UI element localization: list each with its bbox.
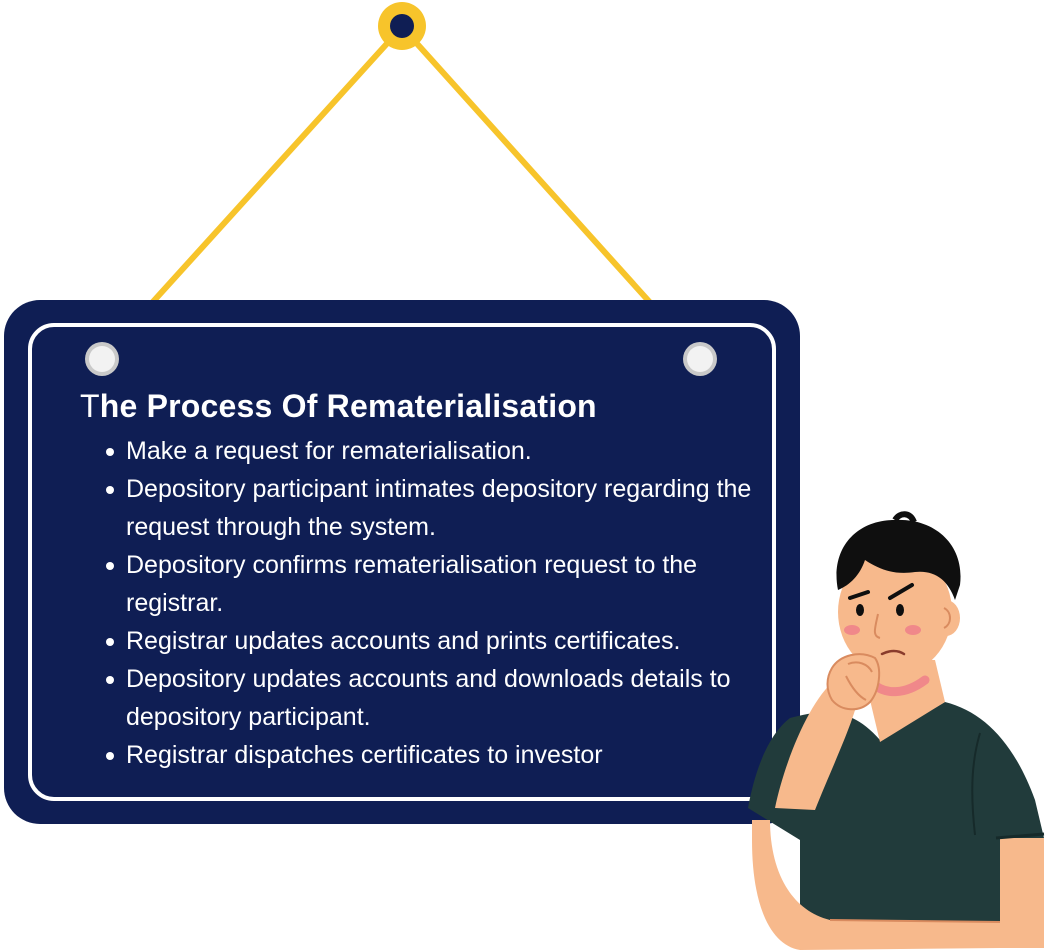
screw-icon (683, 342, 717, 376)
sign-board (4, 300, 800, 824)
process-step: Registrar dispatches certificates to inv… (106, 736, 760, 774)
process-step: Make a request for rematerialisation. (106, 432, 760, 470)
process-step: Depository participant intimates deposit… (106, 470, 760, 546)
process-step: Depository updates accounts and download… (106, 660, 760, 736)
process-steps-list: Make a request for rematerialisation. De… (80, 432, 760, 774)
thinking-person-illustration (748, 511, 1045, 950)
sign-title-rest: he Process Of Rematerialisation (99, 388, 597, 424)
sign-content: The Process Of Rematerialisation Make a … (80, 386, 760, 774)
process-step: Registrar updates accounts and prints ce… (106, 622, 760, 660)
sign-title-first-letter: T (80, 388, 100, 424)
hook-icon (378, 2, 426, 50)
sign-title: The Process Of Rematerialisation (80, 386, 760, 426)
process-step: Depository confirms rematerialisation re… (106, 546, 760, 622)
screw-icon (85, 342, 119, 376)
